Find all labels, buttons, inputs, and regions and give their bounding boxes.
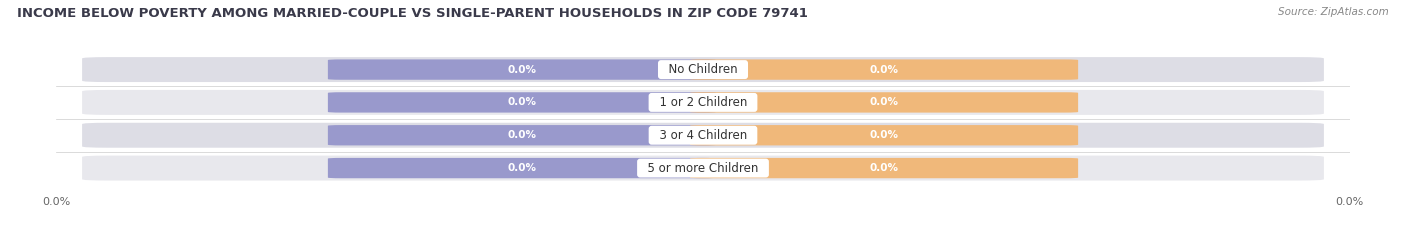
FancyBboxPatch shape	[82, 57, 1324, 82]
FancyBboxPatch shape	[82, 156, 1324, 181]
FancyBboxPatch shape	[690, 92, 1078, 113]
Text: 5 or more Children: 5 or more Children	[640, 161, 766, 175]
Text: 0.0%: 0.0%	[869, 65, 898, 75]
Text: 0.0%: 0.0%	[508, 97, 537, 107]
Text: No Children: No Children	[661, 63, 745, 76]
FancyBboxPatch shape	[690, 125, 1078, 145]
FancyBboxPatch shape	[328, 158, 716, 178]
FancyBboxPatch shape	[690, 59, 1078, 80]
FancyBboxPatch shape	[328, 92, 716, 113]
Text: 0.0%: 0.0%	[508, 130, 537, 140]
Text: 0.0%: 0.0%	[508, 163, 537, 173]
Text: 0.0%: 0.0%	[869, 163, 898, 173]
Text: 3 or 4 Children: 3 or 4 Children	[651, 129, 755, 142]
FancyBboxPatch shape	[82, 90, 1324, 115]
Text: 1 or 2 Children: 1 or 2 Children	[651, 96, 755, 109]
Text: INCOME BELOW POVERTY AMONG MARRIED-COUPLE VS SINGLE-PARENT HOUSEHOLDS IN ZIP COD: INCOME BELOW POVERTY AMONG MARRIED-COUPL…	[17, 7, 807, 20]
Text: 0.0%: 0.0%	[508, 65, 537, 75]
Text: 0.0%: 0.0%	[869, 130, 898, 140]
Text: Source: ZipAtlas.com: Source: ZipAtlas.com	[1278, 7, 1389, 17]
FancyBboxPatch shape	[690, 158, 1078, 178]
FancyBboxPatch shape	[328, 59, 716, 80]
FancyBboxPatch shape	[82, 123, 1324, 148]
Text: 0.0%: 0.0%	[869, 97, 898, 107]
FancyBboxPatch shape	[328, 125, 716, 145]
